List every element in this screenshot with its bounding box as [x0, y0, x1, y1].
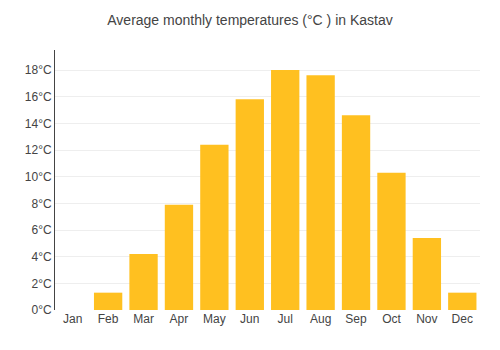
svg-text:May: May [203, 312, 226, 326]
svg-text:12°C: 12°C [25, 143, 52, 157]
svg-text:Dec: Dec [452, 312, 473, 326]
svg-text:18°C: 18°C [25, 63, 52, 77]
svg-text:Jun: Jun [240, 312, 259, 326]
svg-text:6°C: 6°C [31, 223, 51, 237]
svg-text:10°C: 10°C [25, 170, 52, 184]
svg-text:Mar: Mar [133, 312, 154, 326]
svg-text:Jan: Jan [63, 312, 82, 326]
svg-text:Sep: Sep [345, 312, 367, 326]
svg-text:Apr: Apr [170, 312, 189, 326]
svg-text:Feb: Feb [98, 312, 119, 326]
svg-text:16°C: 16°C [25, 90, 52, 104]
svg-text:4°C: 4°C [31, 250, 51, 264]
svg-text:2°C: 2°C [31, 277, 51, 291]
svg-text:Average monthly temperatures (: Average monthly temperatures (°C ) in Ka… [107, 12, 392, 28]
svg-text:Jul: Jul [278, 312, 293, 326]
svg-text:14°C: 14°C [25, 117, 52, 131]
svg-text:Nov: Nov [416, 312, 437, 326]
svg-text:0°C: 0°C [31, 303, 51, 317]
svg-text:8°C: 8°C [31, 197, 51, 211]
svg-text:Oct: Oct [382, 312, 401, 326]
svg-text:Aug: Aug [310, 312, 331, 326]
